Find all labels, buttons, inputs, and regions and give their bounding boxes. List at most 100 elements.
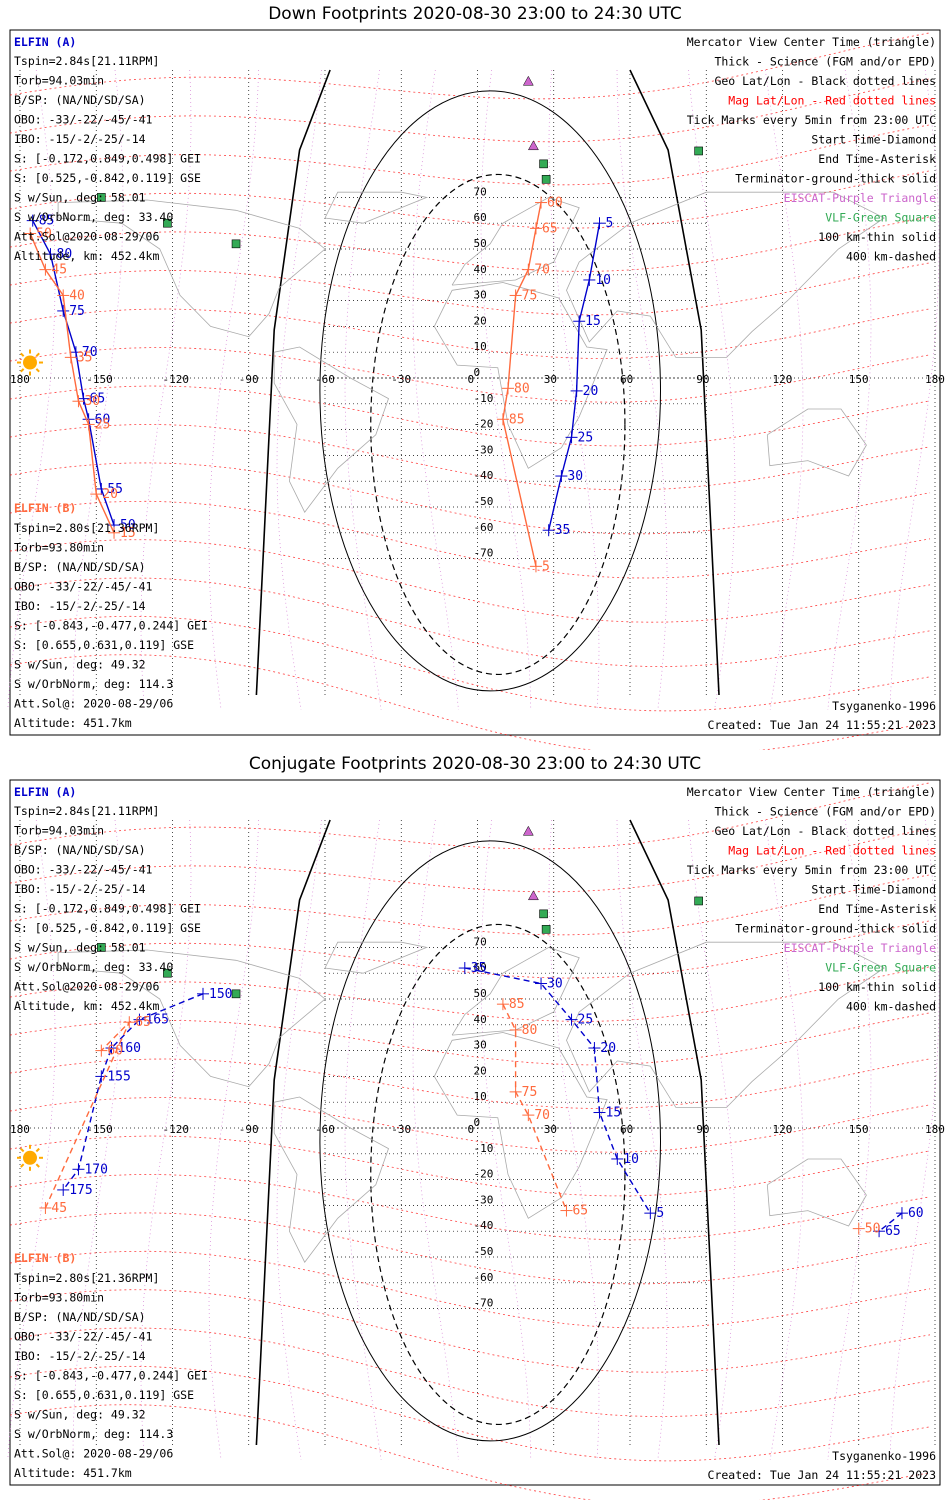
elfin-b-info-line: B/SP: (NA/ND/SD/SA) [14, 560, 146, 574]
lat-tick-label: 60 [474, 211, 487, 224]
lon-tick-label: 60 [620, 1123, 633, 1136]
elfin-a-tick-label: 15 [606, 1106, 622, 1121]
elfin-a-info-line: S: [-0.172,0.849,0.498] GEI [14, 902, 201, 916]
lat-tick-label: 40 [474, 1013, 487, 1026]
elfin-a-info-line: Tspin=2.84s[21.11RPM] [14, 804, 159, 818]
elfin-b-tick-label: 80 [514, 381, 530, 396]
lat-tick-label: -50 [474, 495, 494, 508]
elfin-b-info-line: OBO: -33/-22/-45/-41 [14, 1330, 153, 1344]
elfin-a-tick-label: 10 [623, 1152, 639, 1167]
elfin-b-info-line: S: [0.655,0.631,0.119] GSE [14, 638, 194, 652]
elfin-a-tick-label: 35 [471, 961, 487, 976]
legend-entry: Mercator View Center Time (triangle) [687, 35, 936, 49]
elfin-b-info-line: Torb=93.80min [14, 541, 104, 555]
legend-entry: End Time-Asterisk [818, 902, 936, 916]
lat-tick-label: -10 [474, 1142, 494, 1155]
elfin-b-tick-label: 50 [865, 1222, 881, 1237]
elfin-b-info-line: Torb=93.80min [14, 1291, 104, 1305]
elfin-a-tick-label: 10 [595, 273, 611, 288]
lat-tick-label: -50 [474, 1245, 494, 1258]
elfin-a-info-line: Att.Sol@2020-08-29/06 [14, 980, 159, 994]
lon-tick-label: -120 [163, 1123, 190, 1136]
conjugate-footprints-panel: Conjugate Footprints 2020-08-30 23:00 to… [0, 750, 950, 1500]
elfin-a-name: ELFIN (A) [14, 785, 76, 799]
elfin-b-tick-label: 70 [534, 263, 550, 278]
elfin-b-tick-label: 5 [542, 559, 550, 574]
elfin-b-info-line: S: [0.655,0.631,0.119] GSE [14, 1388, 194, 1402]
created-label: Created: Tue Jan 24 11:55:21 2023 [708, 718, 937, 732]
elfin-a-tick-label: 60 [908, 1206, 924, 1221]
legend-entry: Geo Lat/Lon - Black dotted lines [714, 74, 936, 88]
legend-entry: Start Time-Diamond [811, 883, 936, 897]
elfin-a-info-line: Torb=94.03min [14, 824, 104, 838]
elfin-a-info-line: S w/OrbNorm, deg: 33.40 [14, 960, 173, 974]
lat-tick-label: 20 [474, 314, 487, 327]
elfin-b-info-line: B/SP: (NA/ND/SD/SA) [14, 1310, 146, 1324]
elfin-a-tick-label: 170 [84, 1162, 107, 1177]
elfin-a-tick-label: 30 [567, 469, 583, 484]
elfin-a-tick-label: 155 [107, 1069, 130, 1084]
elfin-b-tick-label: 40 [69, 288, 85, 303]
legend-entry: 100 km-thin solid [818, 230, 936, 244]
elfin-a-info-line: S w/Sun, deg: 58.01 [14, 191, 146, 205]
legend-entry: Thick - Science (FGM and/or EPD) [714, 55, 936, 69]
legend-entry: 100 km-thin solid [818, 980, 936, 994]
elfin-b-name: ELFIN (B) [14, 501, 76, 515]
lat-tick-label: -40 [474, 469, 494, 482]
vlf-station-marker [232, 990, 240, 998]
elfin-b-info-line: S w/Sun, deg: 49.32 [14, 1408, 146, 1422]
legend-entry: 400 km-dashed [846, 250, 936, 264]
legend-entry: Geo Lat/Lon - Black dotted lines [714, 824, 936, 838]
elfin-b-tick-label: 35 [77, 350, 93, 365]
lon-tick-label: -90 [239, 373, 259, 386]
elfin-a-tick-label: 20 [600, 1041, 616, 1056]
elfin-a-tick-label: 150 [209, 987, 232, 1002]
elfin-b-tick-label: 65 [135, 1015, 151, 1030]
elfin-b-name: ELFIN (B) [14, 1251, 76, 1265]
elfin-b-info-line: Tspin=2.80s[21.36RPM] [14, 521, 159, 535]
legend-entry: Start Time-Diamond [811, 133, 936, 147]
elfin-a-tick-label: 35 [555, 523, 571, 538]
lat-tick-label: 40 [474, 263, 487, 276]
model-label: Tsyganenko-1996 [832, 699, 936, 713]
lon-tick-label: 180 [925, 373, 945, 386]
lon-tick-label: -90 [239, 1123, 259, 1136]
lon-tick-label: 120 [773, 1123, 793, 1136]
vlf-station-marker [542, 925, 550, 933]
elfin-a-info-line: IBO: -15/-2/-25/-14 [14, 132, 146, 146]
sun-icon [23, 1151, 37, 1165]
elfin-b-tick-label: 45 [51, 1201, 67, 1216]
elfin-b-tick-label: 70 [534, 1108, 550, 1123]
lon-tick-label: 180 [10, 1123, 30, 1136]
elfin-b-info-line: S: [-0.843,-0.477,0.244] GEI [14, 619, 208, 633]
legend-entry: EISCAT-Purple Triangle [784, 941, 936, 955]
elfin-b-tick-label: 85 [509, 412, 525, 427]
elfin-b-info-line: Att.Sol@: 2020-08-29/06 [14, 1447, 173, 1461]
lat-tick-label: 0 [474, 366, 481, 379]
elfin-b-info-line: OBO: -33/-22/-45/-41 [14, 580, 153, 594]
elfin-a-tick-label: 15 [585, 314, 601, 329]
lon-tick-label: -60 [315, 1123, 335, 1136]
lon-tick-label: 30 [544, 1123, 557, 1136]
elfin-a-info-line: S: [0.525,-0.842,0.119] GSE [14, 171, 201, 185]
elfin-a-info-line: S w/Sun, deg: 58.01 [14, 941, 146, 955]
elfin-a-info-line: Altitude, km: 452.4km [14, 999, 159, 1013]
elfin-b-info-line: S w/Sun, deg: 49.32 [14, 658, 146, 672]
elfin-b-tick-label: 75 [522, 1085, 538, 1100]
lat-tick-label: 0 [474, 1116, 481, 1129]
elfin-b-tick-label: 25 [95, 417, 111, 432]
created-label: Created: Tue Jan 24 11:55:21 2023 [708, 1468, 937, 1482]
legend-entry: End Time-Asterisk [818, 152, 936, 166]
elfin-b-tick-label: 80 [522, 1023, 538, 1038]
elfin-a-tick-label: 25 [578, 1013, 594, 1028]
lon-tick-label: 180 [10, 373, 30, 386]
lon-tick-label: 150 [849, 373, 869, 386]
elfin-a-info-line: B/SP: (NA/ND/SD/SA) [14, 843, 146, 857]
lon-tick-label: -150 [86, 373, 113, 386]
lat-tick-label: -40 [474, 1219, 494, 1232]
legend-entry: Terminator-ground-thick solid [735, 922, 936, 936]
elfin-a-info-line: Altitude, km: 452.4km [14, 249, 159, 263]
lon-tick-label: -120 [163, 373, 190, 386]
elfin-a-tick-label: 175 [69, 1183, 92, 1198]
elfin-a-info-line: S: [-0.172,0.849,0.498] GEI [14, 152, 201, 166]
